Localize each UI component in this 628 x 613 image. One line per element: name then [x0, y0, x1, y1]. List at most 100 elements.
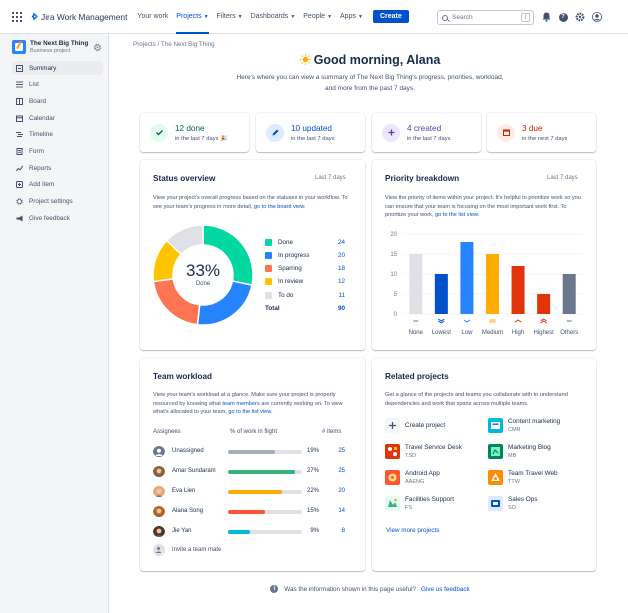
related-project-team-travel-web[interactable]: Team Travel Web TTW	[488, 469, 588, 489]
search-placeholder: Search	[452, 14, 473, 21]
create-button[interactable]: Create	[372, 10, 409, 23]
view-more-projects-link[interactable]: View more projects	[386, 527, 440, 534]
priority-list-view-link[interactable]: go to the list view.	[435, 212, 480, 218]
workload-list-view-link[interactable]: go to the list view.	[228, 409, 273, 415]
workload-items-count[interactable]: 20	[338, 488, 345, 494]
breadcrumb[interactable]: Projects / The Next Big Thing	[133, 41, 215, 48]
bar-medium[interactable]	[486, 254, 499, 314]
legend-row-in-progress[interactable]: In progress 20	[265, 250, 345, 260]
notifications-bell-icon[interactable]	[541, 12, 551, 22]
greeting-line-2: and more from the past 7 days.	[325, 85, 415, 92]
sidebar-item-project-settings[interactable]: Project settings	[12, 195, 103, 209]
project-settings-icon[interactable]	[93, 43, 102, 52]
project-header[interactable]: The Next Big Thing Business project	[0, 34, 108, 62]
legend-value[interactable]: 11	[338, 291, 345, 299]
give-feedback-link[interactable]: Give us feedback	[421, 585, 470, 593]
bar-none[interactable]	[409, 254, 423, 314]
project-name: Sales Ops	[508, 496, 538, 503]
workload-row-jie-yan[interactable]: Jie Yan 9% 8	[153, 525, 348, 539]
legend-value[interactable]: 12	[337, 278, 345, 286]
stat-card-done[interactable]: 12 done in the last 7 days 🎉	[140, 113, 249, 152]
sidebar-item-calendar[interactable]: Calendar	[12, 111, 103, 125]
sidebar-item-add-item[interactable]: Add item	[12, 178, 103, 192]
board-view-link[interactable]: go to the board view.	[253, 203, 306, 210]
bar-others[interactable]	[562, 274, 576, 314]
invite-team-mate-button[interactable]: Invite a team mate	[153, 543, 221, 557]
calendar-icon	[16, 115, 23, 122]
workload-row-alana-song[interactable]: Alana Song 15% 14	[153, 505, 348, 519]
workload-items-count[interactable]: 14	[338, 508, 345, 514]
related-project-travel-service-desk[interactable]: Travel Service Desk TSD	[385, 443, 485, 463]
sidebar-item-label: Board	[29, 97, 47, 105]
workload-bar-track	[228, 490, 302, 494]
sidebar-item-summary[interactable]: Summary	[12, 61, 103, 75]
stat-card-due[interactable]: 3 due in the next 7 days	[487, 113, 596, 152]
workload-items-count[interactable]: 8	[341, 528, 345, 534]
bar-low[interactable]	[460, 242, 474, 314]
workload-items-count[interactable]: 25	[338, 448, 345, 454]
donut-slice-in-progress[interactable]	[196, 280, 253, 326]
bar-highest[interactable]	[537, 294, 551, 314]
bar-lowest[interactable]	[434, 274, 448, 314]
sidebar-item-form[interactable]: Form	[12, 145, 103, 159]
board-icon	[16, 97, 23, 105]
team-workload-card	[140, 358, 365, 571]
nav-projects[interactable]: Projects ▼	[176, 0, 209, 34]
legend-row-done[interactable]: Done 24	[265, 237, 345, 247]
legend-total-value[interactable]: 90	[337, 304, 345, 312]
legend-row-to-do[interactable]: To do 11	[265, 290, 345, 300]
related-project-android-app[interactable]: Android App AAENG	[385, 469, 485, 489]
settings-gear-icon[interactable]	[575, 12, 585, 22]
related-project-facilities-support[interactable]: Facilities Support FS	[385, 495, 485, 515]
sidebar-item-board[interactable]: Board	[12, 94, 103, 108]
sidebar-item-label: Give feedback	[29, 214, 70, 222]
project-name: Travel Service Desk	[405, 444, 462, 451]
workload-row-amar-sundaram[interactable]: Amar Sundaram 27% 25	[153, 465, 348, 479]
nav-label: Apps	[340, 13, 356, 20]
legend-swatch	[265, 291, 272, 299]
workload-row-eva-lien[interactable]: Eva Lien 22% 20	[153, 485, 348, 499]
related-project-marketing-blog[interactable]: Marketing Blog MB	[488, 443, 588, 463]
nav-apps[interactable]: Apps ▼	[340, 0, 363, 34]
legend-value[interactable]: 24	[337, 238, 345, 246]
sidebar-item-timeline[interactable]: Timeline	[12, 128, 103, 142]
stat-card-updated[interactable]: 10 updated in the last 7 days	[256, 113, 365, 152]
team-workload-title: Team workload	[153, 372, 212, 381]
legend-row-in-review[interactable]: In review 12	[265, 277, 345, 287]
legend-value[interactable]: 20	[337, 251, 345, 259]
donut-slice-to-do[interactable]	[165, 224, 204, 256]
sidebar-item-give-feedback[interactable]: Give feedback	[12, 211, 103, 225]
workload-items-count[interactable]: 25	[338, 468, 345, 474]
nav-people[interactable]: People ▼	[303, 0, 332, 34]
workload-row-unassigned[interactable]: Unassigned 19% 25	[153, 445, 348, 459]
workload-percent: 19%	[306, 448, 319, 454]
profile-avatar-icon[interactable]	[592, 12, 602, 22]
nav-dashboards[interactable]: Dashboards ▼	[251, 0, 296, 34]
col-items: # items	[322, 429, 342, 435]
bar-high[interactable]	[511, 266, 525, 314]
app-switcher-icon[interactable]	[12, 11, 22, 22]
nav-label: Dashboards	[250, 13, 289, 20]
sidebar-item-list[interactable]: List	[12, 78, 103, 92]
stat-subtitle: in the last 7 days	[291, 135, 335, 142]
workload-desc-line-3: what's allocated to your team, go to the…	[153, 408, 358, 417]
nav-your-work[interactable]: Your work	[137, 0, 168, 34]
search-shortcut-key: /	[521, 13, 530, 22]
x-tick-label: High	[512, 330, 524, 336]
search-input[interactable]: Search /	[437, 10, 534, 25]
team-members-link[interactable]: team members	[222, 400, 260, 407]
workload-bar-fill	[228, 450, 275, 454]
legend-value[interactable]: 18	[337, 265, 345, 273]
jira-logo[interactable]: Jira Work Management	[30, 12, 127, 22]
related-project-sales-ops[interactable]: Sales Ops SO	[488, 495, 588, 515]
related-project-create-project[interactable]: Create project	[385, 417, 485, 437]
legend-swatch	[265, 278, 272, 286]
legend-row-sparring[interactable]: Sparring 18	[265, 264, 345, 274]
legend-swatch	[265, 251, 272, 259]
help-icon[interactable]: ?	[558, 12, 568, 22]
nav-filters[interactable]: Filters ▼	[217, 0, 243, 34]
greeting-title: Good morning, Alana	[140, 53, 600, 67]
stat-card-created[interactable]: 4 created in the last 7 days	[372, 113, 481, 152]
related-project-content-marketing[interactable]: Content marketing CMR	[488, 417, 588, 437]
sidebar-item-reports[interactable]: Reports	[12, 161, 103, 175]
